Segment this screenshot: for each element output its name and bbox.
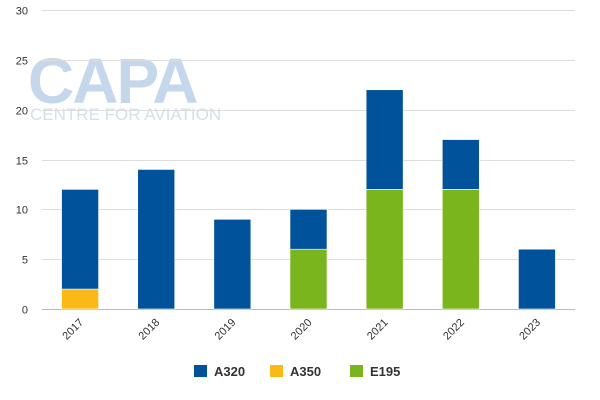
bar-segment-e195 (365, 189, 404, 310)
x-tick-label: 2020 (289, 317, 315, 343)
y-tick-label: 10 (16, 205, 28, 217)
y-tick-label: 15 (16, 156, 28, 168)
x-tick-label: 2023 (517, 317, 543, 343)
x-axis: 2017 2018 2019 2020 2021 2022 2023 (60, 317, 543, 343)
bar-segment-e195 (441, 189, 480, 310)
x-tick-label: 2021 (365, 317, 391, 343)
x-tick-label: 2019 (213, 317, 239, 343)
legend-swatch-a350 (270, 365, 283, 377)
y-tick-label: 30 (16, 6, 28, 18)
bar-segment-a320 (518, 248, 556, 310)
legend: A320 A350 E195 (194, 364, 400, 379)
bar-segment-a320 (365, 89, 404, 190)
bar-segment-a320 (61, 189, 99, 290)
bar-segment-a320 (441, 139, 480, 190)
bar-segment-a320 (137, 169, 176, 310)
y-tick-label: 5 (22, 255, 28, 267)
watermark-subtitle: CENTRE FOR AVIATION (30, 105, 221, 124)
bar-segment-e195 (289, 248, 328, 310)
y-tick-label: 20 (16, 106, 28, 118)
y-tick-label: 0 (22, 305, 28, 317)
bar-segment-a320 (289, 209, 328, 250)
legend-label-a350: A350 (290, 364, 321, 379)
legend-swatch-a320 (194, 365, 207, 377)
bars (61, 89, 556, 310)
x-tick-label: 2017 (60, 317, 86, 343)
x-tick-label: 2018 (137, 317, 163, 343)
watermark-logo-text: CAPA (28, 45, 197, 117)
y-axis: 0 5 10 15 20 25 30 (16, 6, 28, 317)
x-tick-label: 2022 (441, 317, 467, 343)
y-tick-label: 25 (16, 56, 28, 68)
bar-segment-a350 (61, 288, 99, 310)
legend-swatch-e195 (350, 365, 363, 377)
bar-segment-a320 (213, 219, 252, 310)
capa-watermark: CAPA CENTRE FOR AVIATION (28, 45, 221, 124)
legend-label-a320: A320 (214, 364, 245, 379)
legend-label-e195: E195 (370, 364, 400, 379)
